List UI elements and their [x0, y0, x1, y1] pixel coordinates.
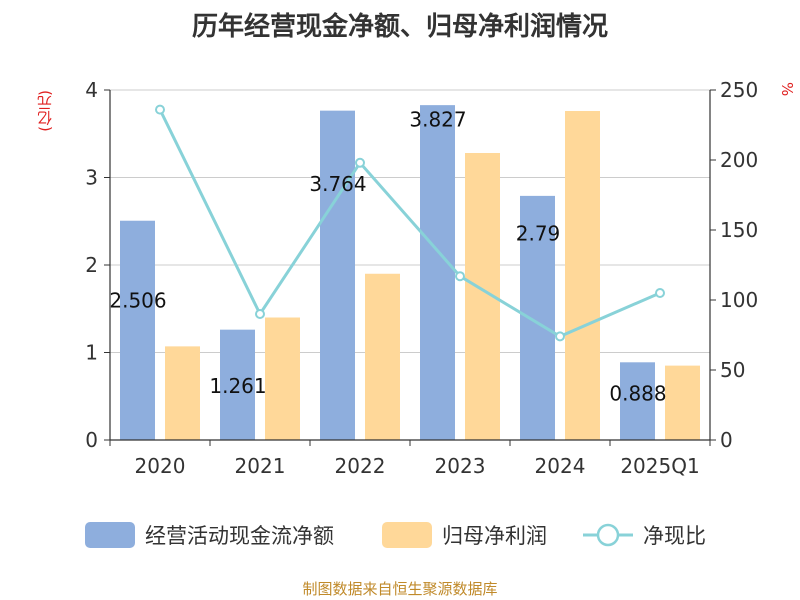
ratio-point: [255, 309, 265, 319]
x-tick-label: 2024: [535, 454, 586, 478]
x-tick-label: 2022: [335, 454, 386, 478]
cash-flow-data-label: 3.827: [409, 108, 466, 132]
right-tick-label: 100: [720, 288, 758, 312]
bar-net-profit: [165, 346, 200, 440]
legend-swatch-net-profit: [382, 522, 432, 548]
ratio-line: [155, 104, 665, 342]
bar-net-profit: [565, 111, 600, 440]
cash-flow-data-label: 2.506: [109, 289, 166, 313]
bar-cash-flow: [420, 105, 455, 440]
right-tick-label: 250: [720, 78, 758, 102]
ratio-point: [555, 331, 565, 342]
left-tick-label: 0: [85, 428, 98, 452]
legend-label-cash-flow: 经营活动现金流净额: [145, 524, 334, 548]
axes: 0 1 2 3 4 0 50 100 150 200 250 2020 2021 2022 2023 2024…: [85, 78, 758, 478]
bar-group: [120, 105, 700, 441]
left-tick-label: 4: [85, 78, 98, 102]
bar-cash-flow: [620, 362, 655, 440]
legend: 经营活动现金流净额 归母净利润 净现比: [85, 522, 706, 548]
right-tick-label: 0: [720, 428, 733, 452]
x-tick-label: 2020: [135, 454, 186, 478]
left-tick-label: 1: [85, 341, 98, 365]
chart-title: 历年经营现金净额、归母净利润情况: [191, 12, 608, 42]
left-tick-label: 2: [85, 253, 98, 277]
right-tick-label: 200: [720, 148, 758, 172]
bar-cash-flow: [220, 329, 255, 440]
left-tick-label: 3: [85, 166, 98, 190]
legend-label-net-profit: 归母净利润: [442, 524, 547, 548]
ratio-point: [355, 157, 365, 168]
bar-cash-flow: [320, 110, 355, 441]
x-tick-label: 2023: [435, 454, 486, 478]
legend-marker-ratio: [596, 523, 620, 547]
ratio-point: [455, 271, 465, 282]
ratio-point: [155, 104, 165, 115]
bar-net-profit: [265, 317, 300, 440]
bar-cash-flow: [120, 220, 155, 440]
cash-flow-data-label: 2.79: [516, 221, 561, 245]
cash-flow-data-label: 1.261: [209, 374, 266, 398]
right-tick-label: 50: [720, 358, 745, 382]
data-source: 制图数据来自恒生聚源数据库: [302, 580, 498, 598]
bar-cash-flow: [520, 195, 555, 440]
ratio-line-path: [158, 108, 661, 339]
x-tick-label: 2025Q1: [620, 454, 699, 478]
right-axis-unit: %: [778, 82, 796, 97]
bar-net-profit: [665, 365, 700, 440]
legend-label-ratio: 净现比: [643, 524, 706, 548]
right-tick-label: 150: [720, 218, 758, 242]
ratio-point: [655, 288, 665, 298]
legend-swatch-cash-flow: [85, 522, 135, 548]
grid-lines: [110, 89, 710, 353]
cash-flow-data-label: 3.764: [309, 172, 366, 196]
x-tick-label: 2021: [235, 454, 286, 478]
data-labels: 2.506 1.261 3.764 3.827 2.79 0.888: [109, 108, 666, 406]
cash-flow-data-label: 0.888: [609, 381, 666, 405]
bar-net-profit: [365, 273, 400, 440]
